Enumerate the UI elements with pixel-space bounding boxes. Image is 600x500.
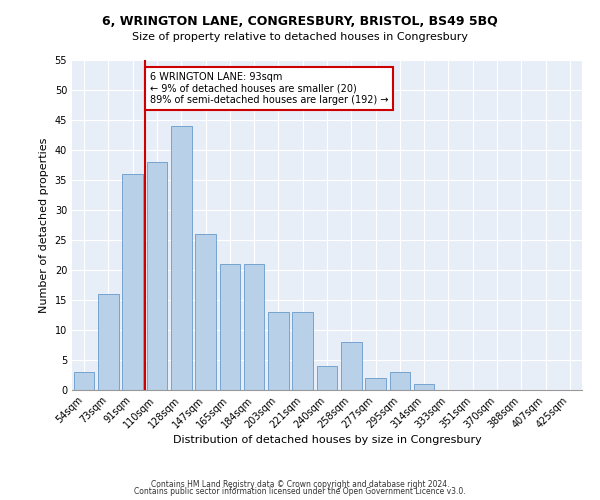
Bar (146, 162, 167, 390)
Bar (220, 264, 240, 390)
Bar (195, 234, 216, 390)
Text: Size of property relative to detached houses in Congresbury: Size of property relative to detached ho… (132, 32, 468, 42)
Text: 6, WRINGTON LANE, CONGRESBURY, BRISTOL, BS49 5BQ: 6, WRINGTON LANE, CONGRESBURY, BRISTOL, … (102, 15, 498, 28)
Y-axis label: Number of detached properties: Number of detached properties (39, 138, 49, 312)
Bar (317, 366, 337, 390)
Bar (365, 378, 386, 390)
Text: 6 WRINGTON LANE: 93sqm
← 9% of detached houses are smaller (20)
89% of semi-deta: 6 WRINGTON LANE: 93sqm ← 9% of detached … (150, 72, 388, 105)
Bar (292, 312, 313, 390)
Bar (171, 126, 191, 390)
Text: Contains public sector information licensed under the Open Government Licence v3: Contains public sector information licen… (134, 488, 466, 496)
Bar (268, 312, 289, 390)
Bar (98, 294, 119, 390)
Bar (341, 342, 362, 390)
Bar (74, 372, 94, 390)
Text: Contains HM Land Registry data © Crown copyright and database right 2024.: Contains HM Land Registry data © Crown c… (151, 480, 449, 489)
X-axis label: Distribution of detached houses by size in Congresbury: Distribution of detached houses by size … (173, 436, 481, 446)
Bar (389, 372, 410, 390)
Bar (244, 264, 265, 390)
Bar (122, 174, 143, 390)
Bar (414, 384, 434, 390)
